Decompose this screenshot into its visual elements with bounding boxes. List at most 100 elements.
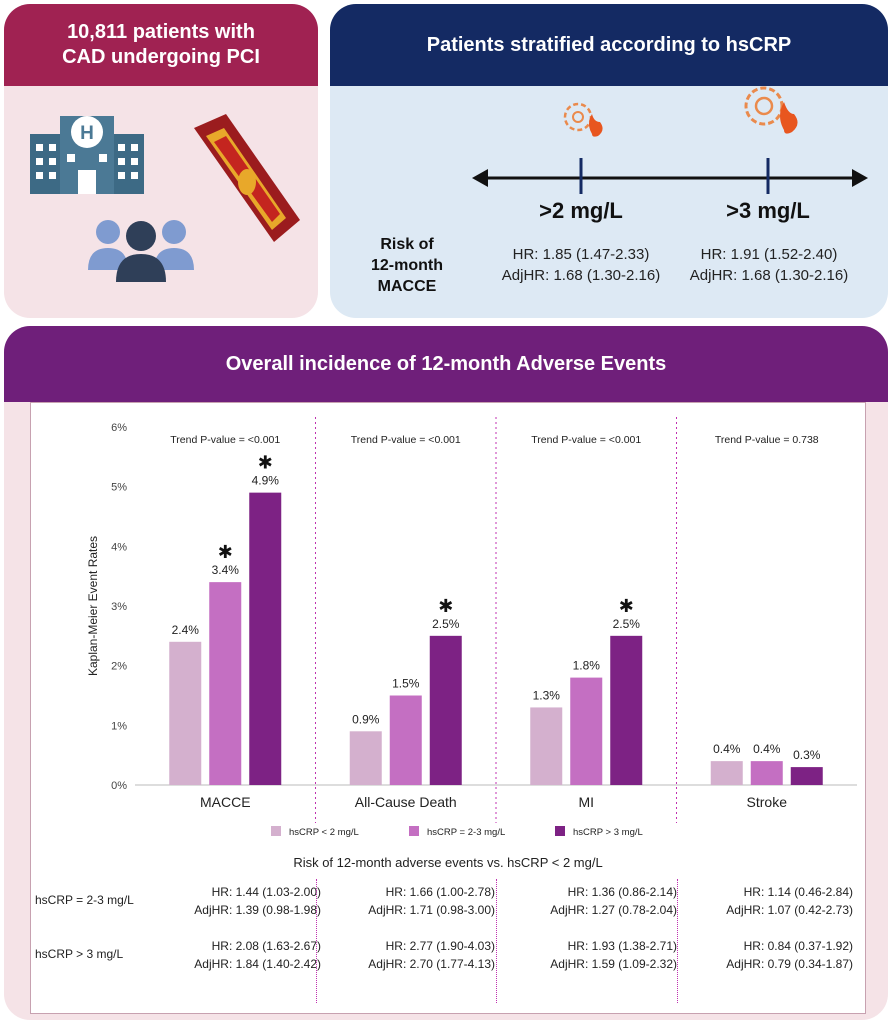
cohort-header: 10,811 patients with CAD undergoing PCI (4, 4, 318, 86)
bar-value-label: 1.5% (392, 677, 420, 691)
threshold-3-label: >3 mg/L (726, 198, 810, 223)
bar-value-label: 0.9% (352, 712, 380, 726)
chart-area: 0% 1% 2% 3% 4% 5% 6% Kaplan-Meier Event Rates Tr… (30, 402, 866, 1014)
hr-row-label: hsCRP > 3 mg/L (35, 947, 124, 961)
adjhr-value: AdjHR: 1.27 (0.78-2.04) (550, 903, 677, 917)
adjhr-value: AdjHR: 1.39 (0.98-1.98) (194, 903, 321, 917)
legend-label-2: hsCRP = 2-3 mg/L (427, 827, 505, 838)
hr-value: HR: 1.14 (0.46-2.84) (743, 885, 853, 899)
bar-value-label: 1.8% (573, 659, 601, 673)
adverse-events-title: Overall incidence of 12-month Adverse Ev… (4, 326, 888, 402)
significance-marker: ✱ (438, 596, 453, 616)
bar-macce-series-3 (249, 492, 282, 785)
category-label: Stroke (747, 794, 788, 810)
threshold-2-adjhr-value: AdjHR: 1.68 (1.30-2.16) (501, 267, 661, 284)
bar-mi-series-3 (610, 635, 643, 785)
legend-label-1: hsCRP < 2 mg/L (289, 827, 359, 838)
y-tick-label: 6% (111, 422, 127, 434)
trend-pvalue-label: Trend P-value = <0.001 (351, 434, 461, 446)
artery-icon (194, 114, 300, 242)
hr-cell: HR: 2.08 (1.63-2.67) AdjHR: 1.84 (1.40-2.… (171, 937, 321, 973)
bar-macce-series-2 (209, 582, 242, 785)
cohort-title-line2: CAD undergoing PCI (62, 46, 260, 68)
bar-mi-series-1 (530, 707, 563, 785)
adjhr-value: AdjHR: 2.70 (1.77-4.13) (368, 957, 495, 971)
significance-marker: ✱ (218, 542, 233, 562)
bar-value-label: 4.9% (252, 474, 280, 488)
bar-value-label: 1.3% (533, 688, 561, 702)
y-tick-label: 3% (111, 601, 127, 613)
y-axis-label: Kaplan-Meier Event Rates (86, 536, 100, 676)
threshold-3-hr: HR: 1.91 (1.52-2.40) AdjHR: 1.68 (1.30-2… (664, 244, 874, 286)
hr-value: HR: 1.93 (1.38-2.71) (567, 939, 677, 953)
bar-all-cause-death-series-3 (429, 635, 462, 785)
table-divider (496, 879, 497, 1003)
y-tick-label: 2% (111, 661, 127, 673)
adjhr-value: AdjHR: 1.71 (0.98-3.00) (368, 903, 495, 917)
y-tick-label: 0% (111, 780, 127, 792)
hr-cell: HR: 1.93 (1.38-2.71) AdjHR: 1.59 (1.09-2.… (527, 937, 677, 973)
bar-value-label: 2.5% (432, 617, 460, 631)
hr-cell: HR: 0.84 (0.37-1.92) AdjHR: 0.79 (0.34-1.… (703, 937, 853, 973)
risk-label-line3: MACCE (377, 278, 437, 295)
legend-swatch-3 (555, 826, 565, 836)
category-label: MI (578, 794, 594, 810)
hr-cell: HR: 1.14 (0.46-2.84) AdjHR: 1.07 (0.42-2.… (703, 883, 853, 919)
risk-caption: Risk of 12-month adverse events vs. hsCR… (293, 855, 603, 870)
threshold-3-adjhr-value: AdjHR: 1.68 (1.30-2.16) (689, 267, 849, 284)
inflammation-icon (563, 102, 603, 137)
bar-value-label: 0.4% (713, 742, 741, 756)
cohort-panel: 10,811 patients with CAD undergoing PCI … (4, 4, 318, 318)
cohort-title-line1: 10,811 patients with (67, 21, 255, 43)
risk-label: Risk of 12-month MACCE (352, 234, 462, 297)
bar-value-label: 2.4% (172, 623, 200, 637)
bar-macce-series-1 (169, 641, 202, 785)
stratification-title: Patients stratified according to hsCRP (330, 4, 888, 86)
patients-icon (88, 220, 194, 282)
threshold-3-hr-value: HR: 1.91 (1.52-2.40) (700, 246, 838, 263)
axis-left-arrow (472, 169, 488, 187)
adjhr-value: AdjHR: 1.59 (1.09-2.32) (550, 957, 677, 971)
trend-pvalue-label: Trend P-value = <0.001 (170, 434, 280, 446)
hr-cell: HR: 1.66 (1.00-2.78) AdjHR: 1.71 (0.98-3.… (345, 883, 495, 919)
hr-value: HR: 1.44 (1.03-2.00) (211, 885, 321, 899)
svg-text:H: H (80, 123, 94, 144)
risk-label-line2: 12-month (371, 257, 443, 274)
threshold-2-label: >2 mg/L (539, 198, 623, 223)
bar-stroke-series-2 (750, 761, 783, 785)
hr-cell: HR: 2.77 (1.90-4.03) AdjHR: 2.70 (1.77-4.… (345, 937, 495, 973)
y-tick-label: 5% (111, 482, 127, 494)
bar-stroke-series-3 (790, 767, 823, 785)
bar-all-cause-death-series-1 (349, 731, 382, 785)
bar-value-label: 2.5% (613, 617, 641, 631)
risk-label-line1: Risk of (380, 236, 434, 253)
table-divider (315, 879, 317, 1003)
hr-value: HR: 1.36 (0.86-2.14) (567, 885, 677, 899)
significance-marker: ✱ (258, 453, 273, 473)
adjhr-value: AdjHR: 1.84 (1.40-2.42) (194, 957, 321, 971)
hr-value: HR: 2.08 (1.63-2.67) (211, 939, 321, 953)
bar-value-label: 3.4% (212, 563, 240, 577)
threshold-2-hr: HR: 1.85 (1.47-2.33) AdjHR: 1.68 (1.30-2… (476, 244, 686, 286)
significance-marker: ✱ (619, 596, 634, 616)
hr-cell: HR: 1.44 (1.03-2.00) AdjHR: 1.39 (0.98-1.… (171, 883, 321, 919)
hscrp-axis-diagram (472, 86, 868, 194)
bar-all-cause-death-series-2 (389, 695, 422, 785)
hr-value: HR: 2.77 (1.90-4.03) (385, 939, 495, 953)
legend-swatch-1 (271, 826, 281, 836)
hr-value: HR: 1.66 (1.00-2.78) (385, 885, 495, 899)
hr-table: hsCRP = 2-3 mg/L HR: 1.44 (1.03-2.00) AdjH… (31, 879, 865, 1009)
inflammation-icon-large (744, 86, 798, 134)
hr-value: HR: 0.84 (0.37-1.92) (743, 939, 853, 953)
bar-value-label: 0.3% (793, 748, 821, 762)
adjhr-value: AdjHR: 0.79 (0.34-1.87) (726, 957, 853, 971)
event-rates-chart: 0% 1% 2% 3% 4% 5% 6% Kaplan-Meier Event Rates Tr… (86, 417, 857, 838)
category-label: MACCE (200, 794, 251, 810)
threshold-2-hr-value: HR: 1.85 (1.47-2.33) (512, 246, 650, 263)
stratification-panel: Patients stratified according to hsCRP >… (330, 4, 888, 318)
hr-row-label: hsCRP = 2-3 mg/L (35, 893, 134, 907)
table-divider (676, 879, 678, 1003)
trend-pvalue-label: Trend P-value = <0.001 (531, 434, 641, 446)
legend-swatch-2 (409, 826, 419, 836)
y-tick-label: 4% (111, 541, 127, 553)
